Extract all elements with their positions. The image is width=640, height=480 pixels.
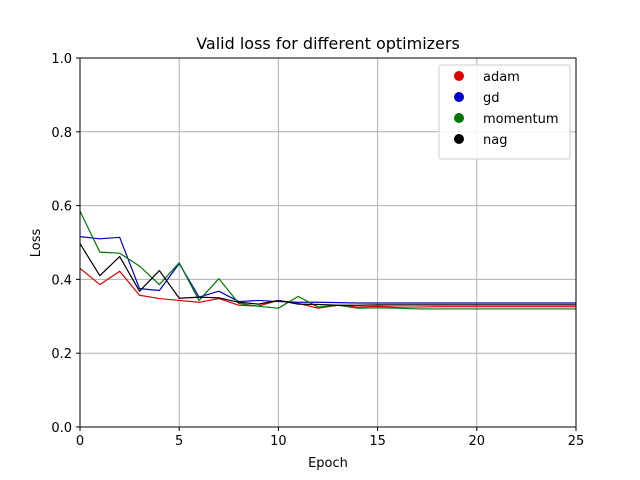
series-line-momentum — [79, 210, 576, 310]
x-tick-label: 0 — [76, 434, 84, 449]
legend-marker-adam — [454, 71, 464, 81]
legend: adam gd momentum nag — [438, 64, 571, 160]
y-axis-label: Loss — [29, 229, 44, 258]
series-line-gd — [79, 236, 576, 304]
legend-box — [438, 64, 571, 160]
axis-ticks: 0 5 10 15 20 25 0.0 0.2 0.4 0.6 0.8 1.0 — [51, 52, 584, 449]
legend-label-adam: adam — [483, 70, 520, 85]
legend-marker-gd — [454, 92, 464, 102]
y-tick-label: 0.6 — [51, 200, 72, 215]
legend-marker-momentum — [454, 113, 464, 123]
plot-frame — [79, 57, 577, 428]
legend-label-nag: nag — [483, 133, 507, 148]
y-tick-label: 0.0 — [51, 421, 72, 436]
x-tick-label: 5 — [175, 434, 183, 449]
series-line-nag — [79, 243, 576, 306]
y-tick-label: 0.8 — [51, 126, 72, 141]
x-tick-label: 25 — [568, 434, 585, 449]
x-axis-label: Epoch — [308, 456, 348, 471]
x-tick-label: 15 — [369, 434, 386, 449]
legend-marker-nag — [454, 134, 464, 144]
y-tick-label: 0.4 — [51, 273, 72, 288]
y-tick-label: 0.2 — [51, 347, 72, 362]
series-lines — [79, 210, 576, 310]
x-tick-label: 20 — [469, 434, 486, 449]
legend-label-gd: gd — [483, 91, 500, 106]
legend-label-momentum: momentum — [483, 112, 559, 127]
chart-title: Valid loss for different optimizers — [196, 34, 460, 53]
x-tick-label: 10 — [270, 434, 287, 449]
y-tick-label: 1.0 — [51, 52, 72, 67]
